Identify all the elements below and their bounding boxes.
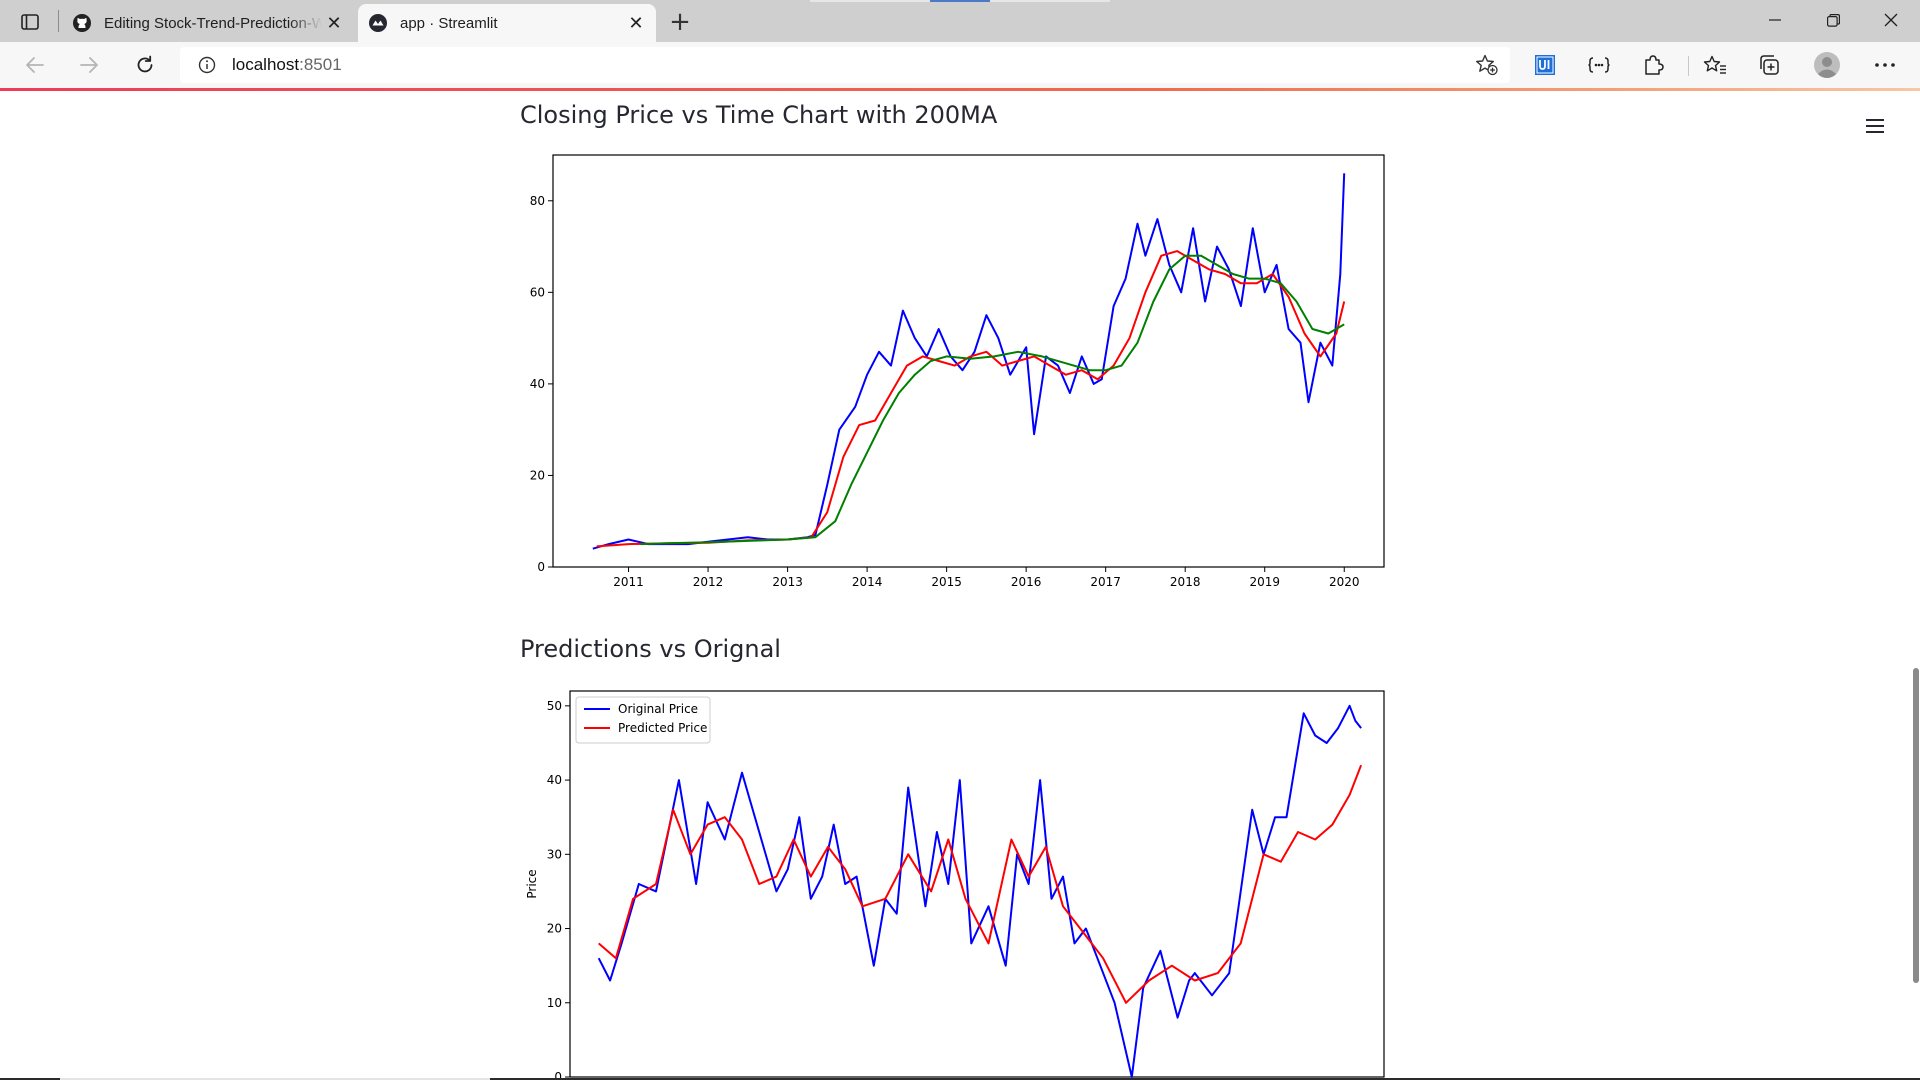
profile-icon (1814, 52, 1840, 78)
favorites-button[interactable] (1698, 49, 1732, 81)
y-tick-label: 0 (554, 1070, 562, 1078)
y-tick-label: 0 (537, 560, 545, 574)
taskbar-edge-segment (0, 1078, 60, 1080)
plus-icon: + (669, 7, 691, 37)
taskbar-edge (0, 1078, 1920, 1080)
window-drag-indicator (930, 0, 990, 2)
restore-icon (1826, 13, 1840, 27)
x-tick-label: 2011 (613, 575, 644, 589)
more-icon (1875, 63, 1895, 67)
collections-button[interactable] (1752, 49, 1786, 81)
ui-extension-icon (1535, 55, 1555, 75)
tab-title: Editing Stock-Trend-Prediction-Web-App (104, 14, 322, 32)
forward-button[interactable] (72, 49, 106, 81)
y-axis-label: Price (525, 869, 539, 898)
legend-label: Predicted Price (618, 721, 707, 735)
y-tick-label: 60 (530, 285, 545, 299)
favorites-icon (1703, 55, 1726, 74)
close-window-button[interactable] (1862, 0, 1920, 40)
site-info-icon[interactable] (196, 54, 218, 76)
y-tick-label: 20 (530, 468, 545, 482)
close-icon (1884, 13, 1898, 27)
main-menu-button[interactable] (1860, 111, 1890, 141)
chart1-title: Closing Price vs Time Chart with 200MA (520, 101, 998, 129)
profile-button[interactable] (1810, 49, 1844, 81)
extensions-button[interactable] (1636, 49, 1670, 81)
address-bar[interactable]: localhost:8501 (180, 47, 1510, 83)
toolbar-separator (1688, 56, 1689, 76)
tab-actions-icon (21, 14, 39, 30)
restore-button[interactable] (1804, 0, 1862, 40)
page-scrollbar-thumb[interactable] (1913, 668, 1919, 983)
forward-arrow-icon (80, 57, 98, 73)
streamlit-main: Closing Price vs Time Chart with 200MA 0… (0, 91, 1920, 1078)
series-line-2 (596, 250, 1346, 548)
json-extension-icon (1588, 57, 1610, 73)
x-tick-label: 2020 (1329, 575, 1360, 589)
y-tick-label: 50 (547, 699, 562, 713)
tab-separator (58, 10, 59, 32)
page-accent-line (0, 88, 1920, 91)
x-tick-label: 2018 (1170, 575, 1201, 589)
url-port: :8501 (299, 55, 342, 74)
json-extension-button[interactable] (1582, 49, 1616, 81)
y-tick-label: 40 (547, 773, 562, 787)
close-tab-icon[interactable]: ✕ (326, 12, 342, 33)
y-tick-label: 80 (530, 194, 545, 208)
x-tick-label: 2017 (1090, 575, 1121, 589)
plot-area-frame (569, 690, 1385, 1078)
tab-github-editing[interactable]: Editing Stock-Trend-Prediction-Web-App ✕ (62, 4, 354, 42)
more-button[interactable] (1868, 49, 1902, 81)
streamlit-icon (368, 13, 388, 33)
hamburger-icon (1866, 119, 1884, 133)
x-tick-label: 2013 (772, 575, 803, 589)
github-icon (72, 13, 92, 33)
back-button[interactable] (18, 49, 52, 81)
predictions-vs-original-chart: 0 10 20 30 40 50 Price Original Price Predicted … (525, 690, 1385, 1078)
y-tick-label: 30 (547, 847, 562, 861)
add-favorite-icon[interactable] (1474, 53, 1500, 77)
x-tick-label: 2016 (1011, 575, 1042, 589)
browser-tab-strip: Editing Stock-Trend-Prediction-Web-App ✕… (0, 0, 1920, 42)
new-tab-button[interactable]: + (664, 6, 696, 38)
y-tick-label: 10 (547, 996, 562, 1010)
browser-toolbar: localhost:8501 (0, 42, 1920, 88)
minimize-icon (1769, 19, 1781, 21)
tab-streamlit-app[interactable]: app · Streamlit ✕ (358, 4, 656, 42)
series-line-2 (598, 764, 1363, 1004)
closing-price-200ma-chart: 0 20 40 60 80 2011 2012 2013 2014 2015 2016 2017 201… (530, 154, 1385, 589)
collections-icon (1760, 55, 1779, 75)
x-tick-label: 2014 (852, 575, 883, 589)
y-tick-label: 20 (547, 922, 562, 936)
extensions-icon (1645, 55, 1664, 75)
url-host: localhost (232, 55, 300, 74)
tab-title: app · Streamlit (400, 14, 498, 32)
back-arrow-icon (26, 57, 44, 73)
refresh-icon (137, 55, 153, 73)
ui-extension-button[interactable] (1528, 49, 1562, 81)
y-tick-label: 40 (530, 377, 545, 391)
tab-actions-button[interactable] (14, 8, 46, 36)
refresh-button[interactable] (128, 49, 162, 81)
x-tick-label: 2019 (1249, 575, 1280, 589)
legend-label: Original Price (618, 702, 698, 716)
url-text: localhost:8501 (232, 55, 342, 75)
minimize-button[interactable] (1746, 0, 1804, 40)
chart2-title: Predictions vs Orignal (520, 635, 781, 663)
series-line-1 (597, 704, 1362, 1078)
close-tab-icon[interactable]: ✕ (628, 12, 644, 33)
x-tick-label: 2012 (693, 575, 724, 589)
series-line-3 (640, 254, 1345, 546)
taskbar-edge-segment (490, 1078, 1920, 1080)
x-tick-label: 2015 (931, 575, 962, 589)
